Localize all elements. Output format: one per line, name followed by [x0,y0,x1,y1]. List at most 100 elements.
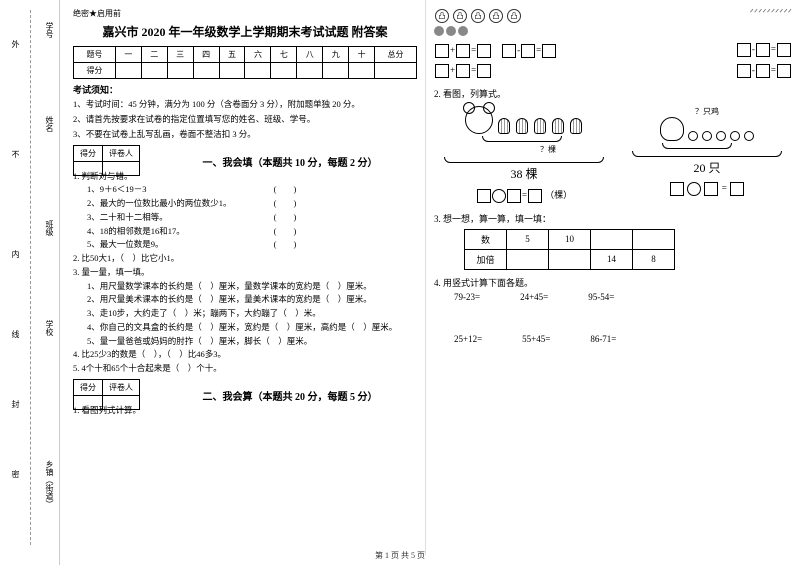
th-6: 六 [245,47,271,63]
carrot-group: ᐟᐟᐟᐟᐟᐟᐟᐟᐟᐟ [750,8,792,36]
side-label-class: 班级 [44,220,55,236]
q2: 2. 比50大1，（ ）比它小1。 [73,252,417,265]
pic2-total: 20 只 [622,159,792,176]
side-mark-0: 外 [10,40,21,48]
cup-icon: 凸 [453,9,467,23]
th-7: 七 [271,47,297,63]
chick-icon [716,131,726,141]
brace-1b [444,157,604,163]
side-mark-5: 密 [10,470,21,478]
eq-2a: += [434,64,492,78]
th-8: 八 [297,47,323,63]
dt-r2-v1 [549,249,591,269]
dt-r1-v3 [633,229,675,249]
side-mark-2: 内 [10,250,21,258]
cabbage-icon [552,118,564,134]
picture-problems: ？棵 38 棵 = （棵） ？只鸡 20 只 [434,106,792,206]
chick-icon [730,131,740,141]
section2-title: 二、我会算（本题共 20 分，每题 5 分） [163,388,417,403]
double-table: 数 5 10 加倍 14 8 [464,229,675,270]
cabbage-icon [516,118,528,134]
dt-r1-v0: 5 [507,229,549,249]
side-label-name: 姓名 [44,116,55,132]
calc-2: 24+45= [520,292,548,302]
sb1-c1: 得分 [74,145,103,161]
cup-ball-group: 凸 凸 凸 凸 凸 [434,8,522,36]
chick-icon [688,131,698,141]
q1-4: 4、18的相邻数是16和17。 [87,226,185,236]
eq-row-2: += -= [434,61,792,81]
side-mark-3: 线 [10,330,21,338]
dt-r1-v1: 10 [549,229,591,249]
calc-row-1: 79-23= 24+45= 95-54= [434,292,792,302]
eq-1b: -= [736,43,792,58]
dt-r1-label: 数 [465,229,507,249]
q1-block: 1. 判断对与错。 1、9＋6＜19－3( ) 2、最大的一位数比最小的两位数少… [73,170,417,375]
brace-2a [662,143,732,149]
cabbage-icon [498,118,510,134]
instructions-list: 1、考试时间：45 分钟，满分为 100 分（含卷面分 3 分），附加题单独 2… [73,99,417,141]
sb1-c2: 评卷人 [103,145,140,161]
page-footer: 第 1 页 共 5 页 [0,550,800,561]
sb2-c2: 评卷人 [103,379,140,395]
eq-2b: -= [736,64,792,78]
eq-row-1: += -= -= [434,40,792,61]
q3-2: 2、用尺量美术课本的长约是（ ）厘米，量美术课本的宽约是（ ）厘米。 [73,293,417,306]
score-value-row: 得分 [74,63,417,79]
sidebar-binding: 学号 姓名 班级 学校 乡镇（街道） 外 不 内 线 封 密 [0,0,60,565]
bear-icon [465,106,493,134]
calc-3: 95-54= [588,292,614,302]
dotted-seal-line [30,10,31,545]
pic2-eq: = [622,182,792,196]
score-table: 题号 一 二 三 四 五 六 七 八 九 十 总分 得分 [73,46,417,79]
q3-5: 5、量一量爸爸或妈妈的肘拃（ ）厘米，脚长（ ）厘米。 [73,335,417,348]
th-3: 三 [167,47,193,63]
pictograph-row: 凸 凸 凸 凸 凸 ᐟᐟᐟᐟᐟᐟᐟᐟᐟᐟ [434,8,792,36]
th-0: 题号 [74,47,116,63]
instr-1: 1、考试时间：45 分钟，满分为 100 分（含卷面分 3 分），附加题单独 2… [73,99,417,111]
calc-1: 79-23= [454,292,480,302]
q3-1: 1、用尺量数学课本的长约是（ ）厘米，量数学课本的宽约是（ ）厘米。 [73,280,417,293]
score-header-row: 题号 一 二 三 四 五 六 七 八 九 十 总分 [74,47,417,63]
instr-2: 2、请首先按要求在试卷的指定位置填写您的姓名、班级、学号。 [73,114,417,126]
dt-r1-v2 [591,229,633,249]
brace-2b [632,151,782,157]
pic2-qlabel: ？只鸡 [622,106,792,117]
s2q4: 4. 用竖式计算下面各题。 [434,276,792,289]
ball-icon [458,26,468,36]
cups-row: 凸 凸 凸 凸 凸 [434,8,522,24]
section1-title: 一、我会填（本题共 10 分，每题 2 分） [163,154,417,169]
exam-title: 嘉兴市 2020 年一年级数学上学期期末考试试题 附答案 [73,23,417,40]
calc-4: 25+12= [454,334,482,344]
th-10: 十 [349,47,375,63]
s2q1-block: 1. 看图列式计算。 [73,404,417,417]
chick-icon [702,131,712,141]
chick-icon [744,131,754,141]
left-column: 绝密★启用前 嘉兴市 2020 年一年级数学上学期期末考试试题 附答案 题号 一… [65,0,425,555]
calc-5: 55+45= [522,334,550,344]
dt-r2-v0 [507,249,549,269]
q3-head: 3. 量一量，填一填。 [73,266,417,279]
th-1: 一 [115,47,141,63]
pic-block-2: ？只鸡 20 只 = [622,106,792,206]
q1-3: 3、二十和十二相等。 [87,212,168,222]
ball-icon [446,26,456,36]
secret-label: 绝密★启用前 [73,8,417,19]
ball-icon [434,26,444,36]
pic1-eq: = （棵） [434,188,614,203]
dt-r2-v3: 8 [633,249,675,269]
main-content: 绝密★启用前 嘉兴市 2020 年一年级数学上学期期末考试试题 附答案 题号 一… [65,0,800,555]
td-label: 得分 [74,63,116,79]
th-9: 九 [323,47,349,63]
instr-3: 3、不要在试卷上乱写乱画，卷面不整洁扣 3 分。 [73,129,417,141]
calc-6: 86-71= [590,334,616,344]
cup-icon: 凸 [489,9,503,23]
eq-1a: += -= [434,43,557,58]
q3-3: 3、走10步，大约走了（ ）米；蹦两下，大约蹦了（ ）米。 [73,307,417,320]
q4: 4. 比25少3的数是（ ），（ ）比46多3。 [73,348,417,361]
side-mark-1: 不 [10,150,21,158]
dt-r2-v2: 14 [591,249,633,269]
side-mark-4: 封 [10,400,21,408]
th-4: 四 [193,47,219,63]
calc-row-2: 25+12= 55+45= 86-71= [434,334,792,344]
